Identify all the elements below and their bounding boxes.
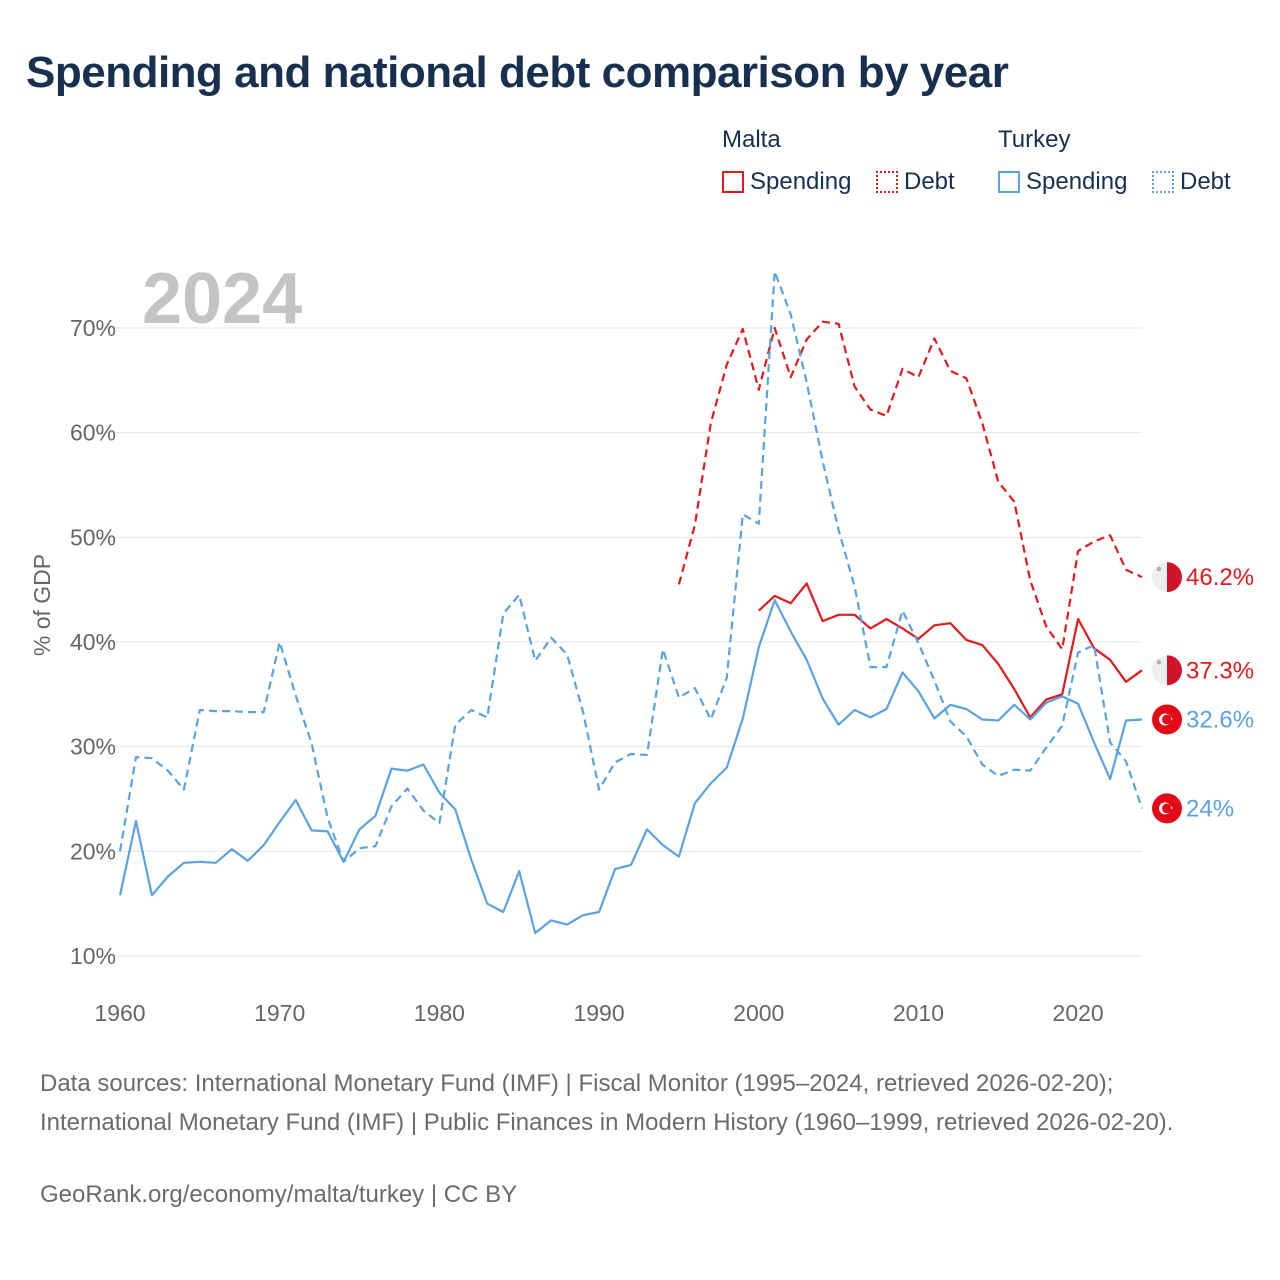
x-tick-label: 2000 xyxy=(733,1000,784,1026)
year-label: 2024 xyxy=(142,259,302,339)
line-chart: 2024 10% 20% 30% 40% 50% 60% 70% % of GDP 1960 197… xyxy=(29,259,1254,1026)
data-sources: Data sources: International Monetary Fun… xyxy=(40,1070,1174,1136)
flag-body xyxy=(1152,562,1182,593)
turkey-flag-icon xyxy=(1152,793,1182,824)
x-tick-label: 1980 xyxy=(414,1000,465,1026)
solid-line-swatch-icon xyxy=(722,171,744,193)
series-line-malta-debt xyxy=(677,320,1143,651)
flag-red-half xyxy=(1167,655,1182,686)
legend-malta-spending-label: Spending xyxy=(750,168,852,195)
x-tick-label: 1960 xyxy=(94,1000,145,1026)
flag-cross xyxy=(1156,660,1162,665)
chart-title: Spending and national debt comparison by… xyxy=(26,48,1009,97)
flag-white-half xyxy=(1152,562,1167,593)
flag-crescent-inner xyxy=(1162,803,1172,814)
legend-malta-label: Malta xyxy=(722,126,781,153)
y-axis-title: % of GDP xyxy=(29,554,55,656)
solid-line-swatch-icon xyxy=(998,171,1020,193)
y-tick-label: 70% xyxy=(70,315,116,341)
flag-star xyxy=(1170,717,1173,721)
dotted-line-swatch-icon xyxy=(1152,171,1174,193)
flag-cross xyxy=(1156,566,1162,572)
legend-turkey-spending-label: Spending xyxy=(1026,168,1128,195)
malta-flag-icon xyxy=(1152,562,1182,593)
flag-body xyxy=(1152,655,1182,686)
y-tick-label: 20% xyxy=(70,838,116,864)
y-tick-label: 10% xyxy=(70,943,116,969)
malta-flag-icon xyxy=(1152,655,1182,686)
legend-malta-debt[interactable]: Debt xyxy=(876,168,955,196)
legend-malta-spending[interactable]: Spending xyxy=(722,168,851,196)
series-line-turkey-debt xyxy=(118,270,1144,863)
legend-malta-debt-label: Debt xyxy=(904,168,955,195)
turkey-flag-icon xyxy=(1152,704,1182,735)
y-tick-label: 50% xyxy=(70,524,116,550)
x-tick-label: 2010 xyxy=(893,1000,944,1026)
flag-red-half xyxy=(1167,562,1182,593)
flag-white-half xyxy=(1152,655,1167,686)
legend-turkey-spending[interactable]: Spending xyxy=(998,168,1127,196)
y-tick-label: 40% xyxy=(70,629,116,655)
legend-turkey-debt[interactable]: Debt xyxy=(1152,168,1231,196)
flag-star xyxy=(1170,806,1173,810)
x-tick-label: 1970 xyxy=(254,1000,305,1026)
legend-turkey-debt-label: Debt xyxy=(1180,168,1231,195)
series-line-malta-spending xyxy=(758,582,1143,719)
y-tick-label: 60% xyxy=(70,420,116,446)
x-tick-label: 1990 xyxy=(573,1000,624,1026)
end-value-label: 46.2% xyxy=(1186,564,1254,591)
dotted-line-swatch-icon xyxy=(876,171,898,193)
end-value-label: 37.3% xyxy=(1186,657,1254,684)
flag-crescent-inner xyxy=(1162,714,1172,725)
end-value-label: 32.6% xyxy=(1186,706,1254,733)
end-value-label: 24% xyxy=(1186,795,1234,822)
series-line-turkey-spending xyxy=(118,599,1143,935)
credit-line: GeoRank.org/economy/malta/turkey | CC BY xyxy=(40,1181,518,1208)
y-tick-label: 30% xyxy=(70,734,116,760)
legend-turkey-label: Turkey xyxy=(998,126,1071,153)
x-tick-label: 2020 xyxy=(1053,1000,1104,1026)
